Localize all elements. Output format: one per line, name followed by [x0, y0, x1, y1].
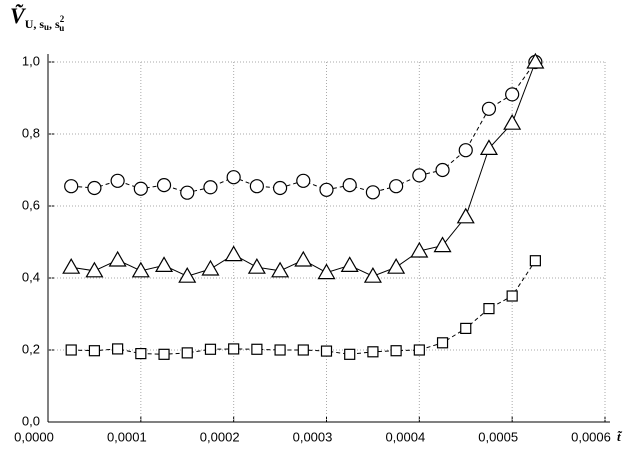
y-tick-label: 0,6 — [22, 197, 40, 212]
marker — [342, 178, 357, 193]
y-label-symbol: Ṽ — [10, 3, 27, 28]
x-tick-label: 0,0001 — [107, 429, 147, 444]
marker — [412, 168, 427, 183]
marker — [317, 263, 336, 280]
marker — [456, 207, 475, 224]
marker — [271, 261, 290, 278]
marker — [367, 346, 379, 358]
x-tick-label: 0,0005 — [478, 429, 518, 444]
marker — [64, 179, 79, 194]
marker — [505, 87, 520, 102]
y-axis-label: ṼU, su, s2 u — [10, 3, 65, 33]
marker — [62, 257, 81, 274]
marker — [201, 259, 220, 276]
marker — [180, 185, 195, 200]
y-tick-label: 0,4 — [22, 269, 40, 284]
marker — [344, 348, 356, 360]
y-label-sup: 2 — [60, 14, 65, 24]
y-tick-label: 0,2 — [22, 341, 40, 356]
marker — [365, 185, 381, 200]
marker — [112, 343, 124, 355]
marker — [296, 173, 311, 188]
marker — [320, 345, 333, 357]
y-label-sub: u — [59, 23, 64, 33]
marker — [413, 344, 425, 356]
marker — [226, 170, 241, 185]
marker — [274, 344, 286, 356]
marker — [65, 344, 77, 356]
marker — [433, 236, 452, 253]
marker — [135, 348, 147, 360]
marker — [460, 322, 472, 334]
marker — [503, 113, 522, 130]
marker — [156, 178, 172, 193]
marker — [251, 343, 263, 355]
marker — [529, 255, 541, 267]
marker — [483, 303, 495, 315]
marker — [436, 337, 449, 349]
x-axis-label: t̃ — [617, 429, 623, 444]
marker — [479, 139, 498, 155]
marker — [88, 345, 101, 357]
marker — [435, 162, 450, 178]
y-tick-label: 1,0 — [22, 53, 40, 68]
marker — [204, 343, 217, 355]
marker — [203, 180, 218, 195]
x-tick-label: 0,0003 — [293, 429, 333, 444]
marker — [272, 180, 288, 196]
marker — [458, 143, 473, 158]
marker — [390, 345, 402, 357]
y-label-sub: , s — [49, 17, 60, 31]
x-tick-label: 0,0000 — [14, 429, 54, 444]
marker — [178, 266, 197, 283]
marker — [131, 261, 150, 278]
marker — [294, 250, 313, 267]
marker — [224, 245, 243, 262]
marker — [181, 347, 193, 359]
marker — [158, 348, 170, 360]
marker — [481, 101, 497, 116]
y-tick-label: 0,8 — [22, 125, 40, 140]
x-tick-label: 0,0004 — [385, 429, 425, 444]
series-line — [71, 61, 536, 277]
marker — [110, 173, 125, 188]
marker — [228, 343, 240, 355]
x-tick-label: 0,0006 — [571, 429, 611, 444]
marker — [85, 261, 104, 278]
marker — [108, 250, 127, 267]
marker — [526, 52, 545, 69]
x-tick-label: 0,0002 — [200, 429, 240, 444]
marker — [363, 266, 382, 283]
marker — [247, 257, 266, 274]
marker — [506, 290, 518, 302]
y-label-sub: U, s — [25, 17, 45, 31]
y-label-sub: u — [44, 22, 49, 32]
marker — [133, 181, 148, 196]
marker — [410, 241, 429, 258]
marker — [319, 182, 334, 197]
y-tick-label: 0,0 — [22, 413, 40, 428]
marker — [297, 344, 309, 356]
marker — [87, 180, 102, 196]
marker — [340, 256, 359, 272]
marker — [389, 179, 404, 194]
marker — [387, 257, 406, 274]
marker — [155, 256, 174, 272]
marker — [249, 179, 264, 194]
